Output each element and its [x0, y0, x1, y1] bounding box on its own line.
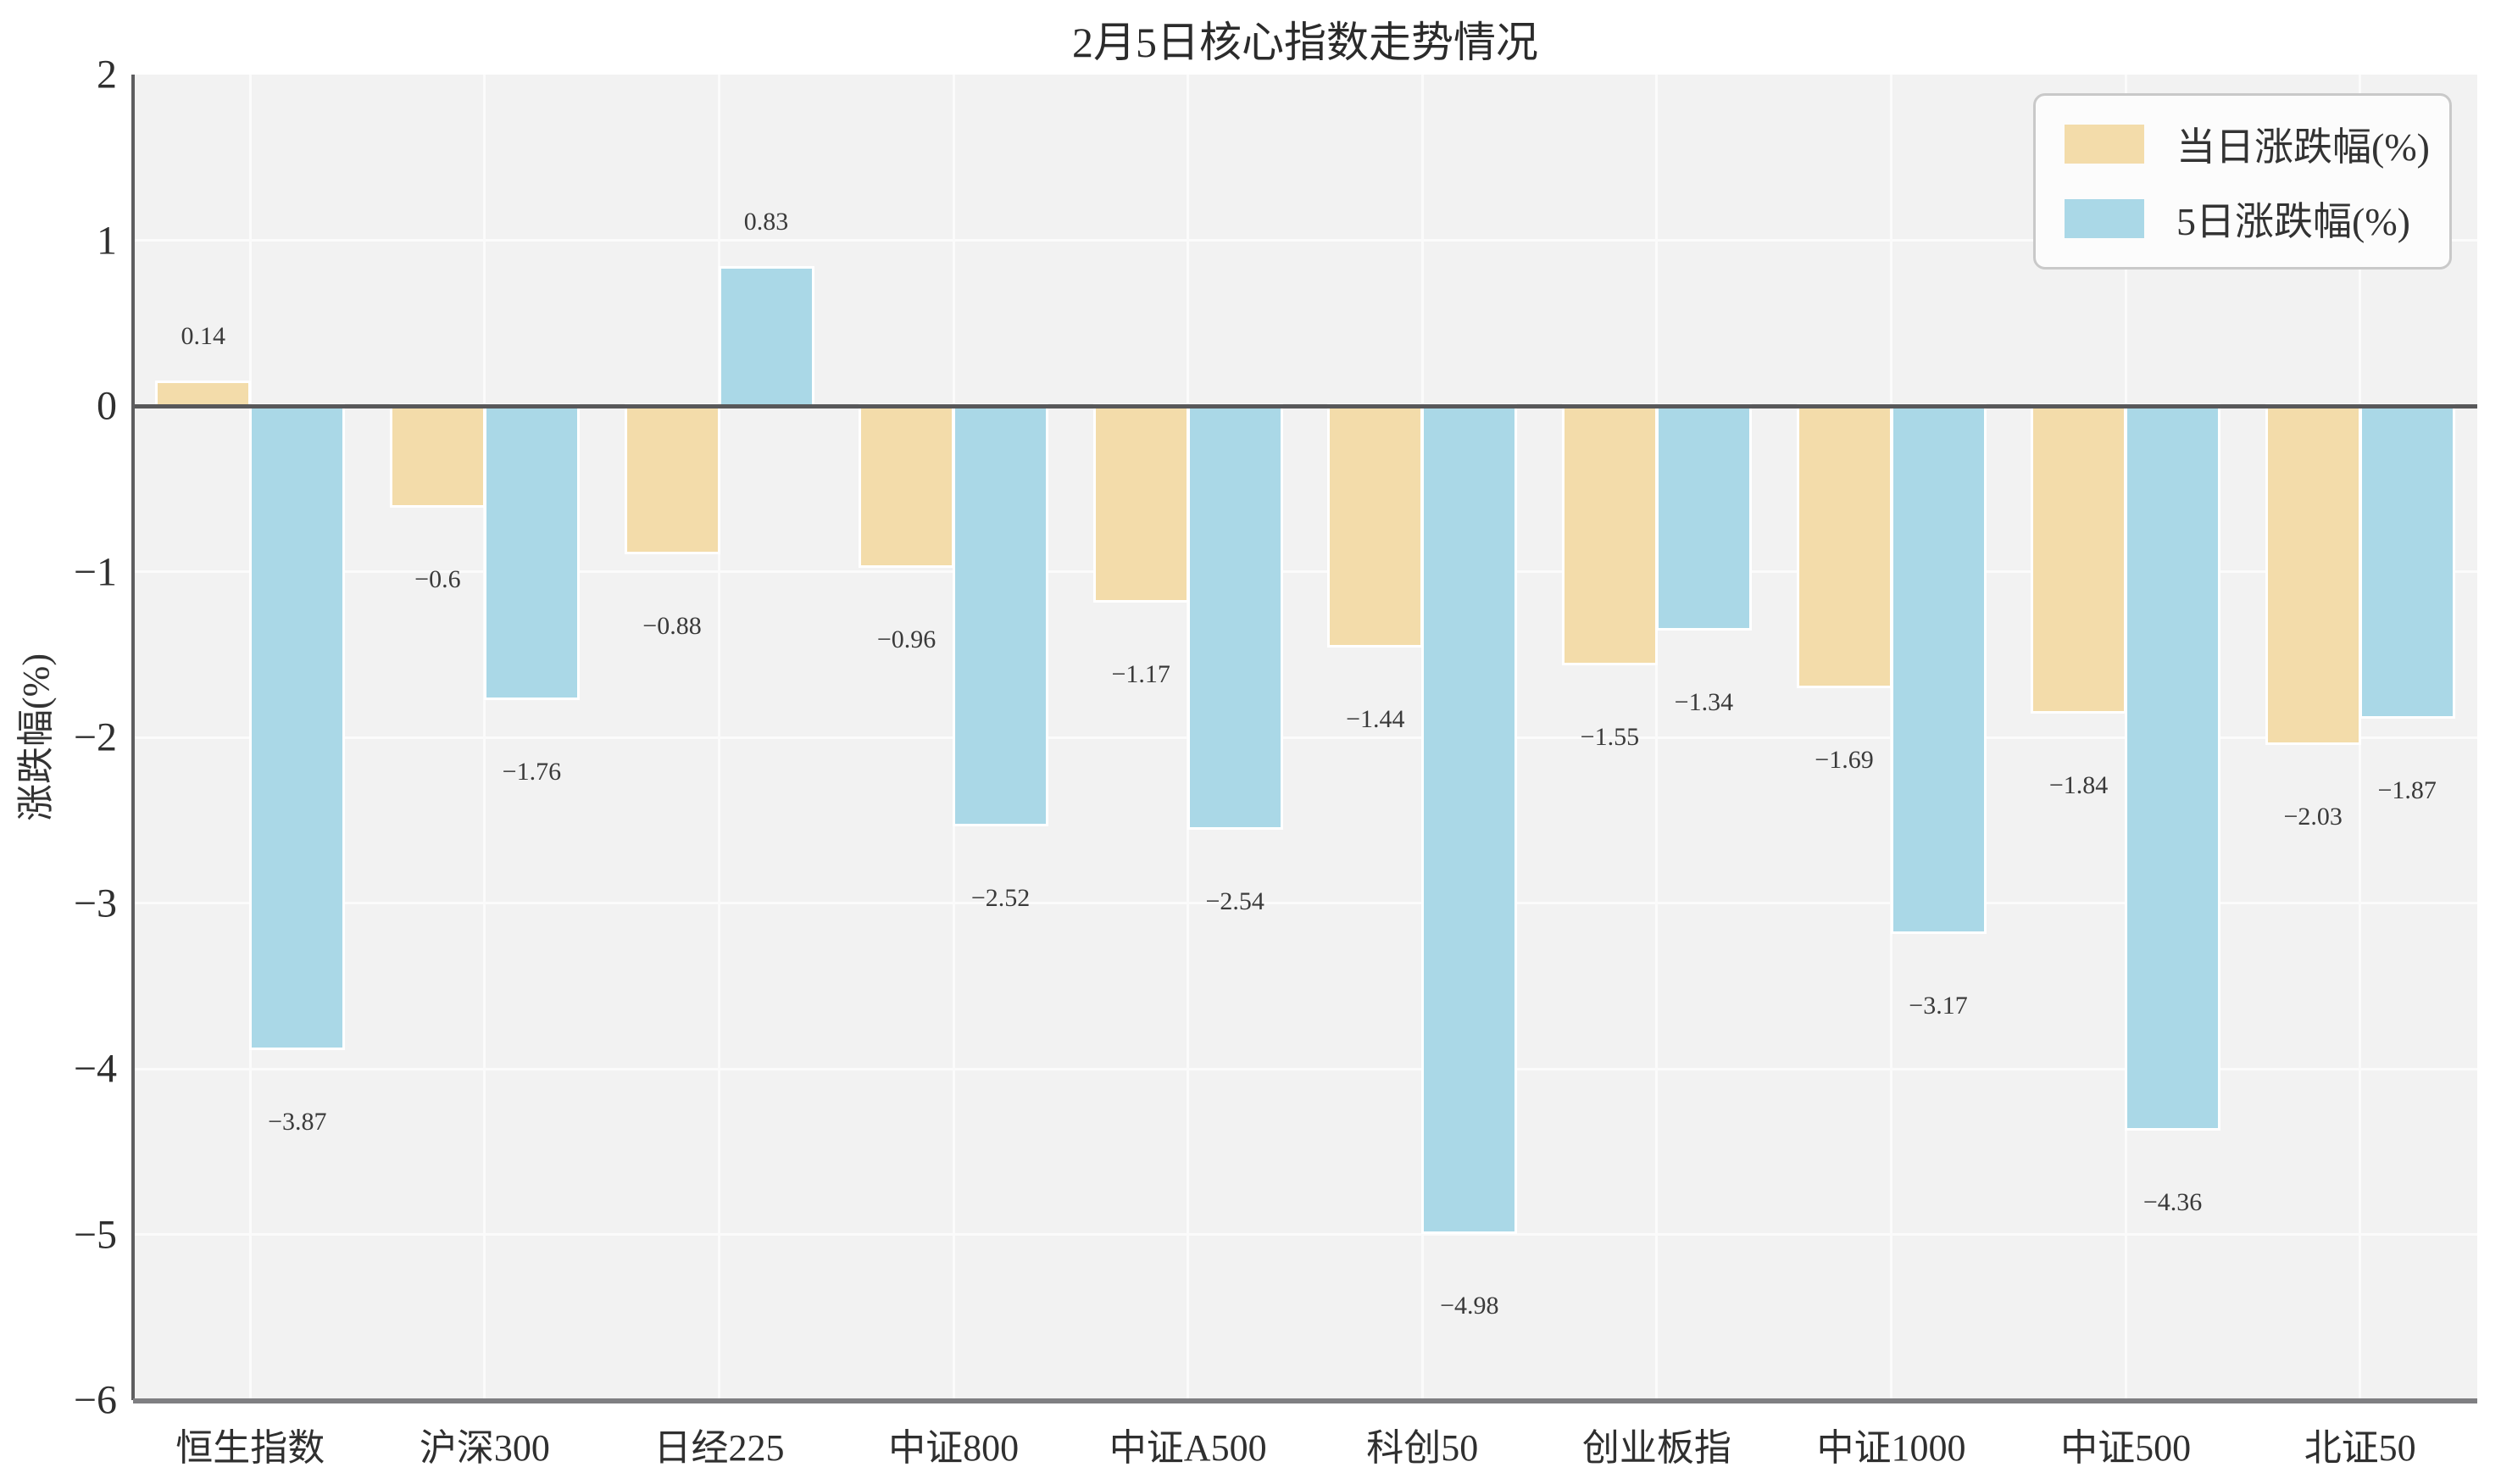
bar-daily-change — [1327, 403, 1424, 648]
legend-label-5day: 5日涨跌幅(%) — [2176, 200, 2410, 243]
legend-swatch-5day — [2065, 199, 2144, 238]
gridline-vertical — [952, 75, 955, 1400]
bar-value-label: −1.55 — [1580, 723, 1640, 752]
y-tick-label: −3 — [73, 881, 117, 925]
gridline-vertical — [718, 75, 720, 1400]
y-tick-label: 0 — [97, 383, 117, 429]
bar-daily-change — [859, 403, 955, 568]
bar-value-label: −2.03 — [2283, 802, 2343, 831]
y-tick-label: −4 — [73, 1046, 117, 1092]
x-tick-label: 科创50 — [1366, 1427, 1479, 1469]
x-tick-label: 中证800 — [888, 1427, 1020, 1469]
plot-area: 0.14 −0.6 −0.88 −0.96 −1.17 −1.44 −1.55 −1.69 −1… — [133, 75, 2477, 1400]
bar-5day-change — [1421, 403, 1518, 1234]
gridline-vertical — [248, 75, 252, 1400]
bar-value-label: 0.14 — [181, 321, 226, 350]
gridline-vertical — [2124, 75, 2127, 1400]
bar-5day-change — [2359, 403, 2455, 719]
bar-value-label: −1.76 — [502, 758, 562, 786]
bar-5day-change — [2125, 403, 2221, 1131]
bar-value-label: −3.17 — [1909, 991, 1968, 1020]
y-tick-label: 2 — [97, 52, 117, 97]
bar-value-label: −0.88 — [642, 612, 702, 641]
bar-value-label: −1.84 — [2048, 770, 2109, 799]
bar-5day-change — [1890, 403, 1987, 934]
zero-line — [133, 403, 2477, 409]
x-tick-label: 创业板指 — [1581, 1427, 1731, 1469]
bar-value-label: −2.52 — [970, 883, 1031, 912]
gridline-vertical — [1655, 75, 1659, 1400]
bar-value-label: −1.44 — [1346, 704, 1405, 733]
bar-value-label: −1.69 — [1815, 746, 1874, 775]
gridline-vertical — [2359, 75, 2362, 1400]
bar-daily-change — [2031, 403, 2127, 714]
bar-value-label: −3.87 — [268, 1107, 327, 1136]
bar-value-label: −4.98 — [1440, 1291, 1499, 1320]
bar-value-label: −1.17 — [1111, 659, 1170, 688]
gridline-vertical — [1420, 75, 1424, 1400]
gridline-horizontal — [133, 570, 2477, 573]
x-axis-spine — [133, 1398, 2477, 1403]
gridline-horizontal — [133, 902, 2477, 904]
bar-5day-change — [718, 265, 814, 409]
bar-daily-change — [1796, 403, 1892, 689]
bar-5day-change — [953, 403, 1049, 826]
legend-swatch-daily — [2065, 125, 2144, 164]
bar-daily-change — [2265, 403, 2361, 745]
bar-value-label: −1.87 — [2377, 775, 2437, 804]
bar-5day-change — [1655, 403, 1752, 631]
y-tick-label: −6 — [73, 1377, 117, 1423]
x-tick-label: 中证A500 — [1109, 1427, 1267, 1469]
bar-value-label: −4.36 — [2143, 1188, 2203, 1217]
legend: 当日涨跌幅(%) 5日涨跌幅(%) — [2033, 93, 2452, 270]
gridline-vertical — [1890, 75, 1892, 1400]
y-axis-spine — [131, 75, 135, 1400]
x-tick-label: 中证500 — [2060, 1427, 2192, 1469]
gridline-horizontal — [133, 736, 2477, 739]
bar-5day-change — [1187, 403, 1283, 830]
bar-value-label: −2.54 — [1205, 887, 1264, 915]
legend-row-daily: 当日涨跌幅(%) — [2065, 116, 2430, 172]
bar-daily-change — [1561, 403, 1658, 666]
gridline-horizontal — [133, 1067, 2477, 1070]
gridline-horizontal — [133, 239, 2477, 242]
bar-value-label: −0.96 — [876, 625, 936, 653]
gridline-horizontal — [133, 1233, 2477, 1236]
bar-value-label: −0.6 — [414, 565, 461, 594]
bar-value-label: −1.34 — [1674, 687, 1734, 716]
bar-5day-change — [249, 403, 346, 1050]
x-tick-label: 恒生指数 — [175, 1427, 325, 1469]
chart-title: 2月5日核心指数走势情况 — [1072, 19, 1538, 66]
y-tick-label: 1 — [97, 218, 117, 263]
legend-label-daily: 当日涨跌幅(%) — [2176, 125, 2430, 169]
bar-5day-change — [483, 403, 580, 701]
x-tick-label: 沪深300 — [419, 1427, 550, 1469]
gridline-vertical — [1187, 75, 1190, 1400]
y-tick-label: −1 — [73, 549, 117, 594]
legend-row-5day: 5日涨跌幅(%) — [2065, 191, 2420, 247]
bar-daily-change — [155, 380, 252, 409]
x-tick-label: 北证50 — [2304, 1427, 2416, 1469]
gridline-vertical — [483, 75, 486, 1400]
bar-daily-change — [389, 403, 486, 509]
y-tick-label: −5 — [73, 1212, 117, 1257]
x-tick-label: 日经225 — [653, 1427, 785, 1469]
bar-value-label: 0.83 — [743, 207, 789, 236]
bar-daily-change — [1092, 403, 1189, 603]
y-tick-label: −2 — [73, 714, 117, 760]
x-tick-label: 中证1000 — [1816, 1427, 1966, 1469]
bar-daily-change — [624, 403, 720, 555]
